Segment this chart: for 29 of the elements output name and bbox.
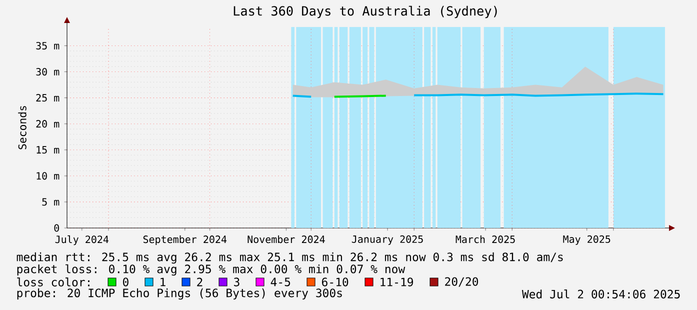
legend-title: loss color: xyxy=(17,278,90,286)
y-tick-label: 5 m xyxy=(42,198,60,206)
x-tick-label: May 2025 xyxy=(563,235,610,245)
legend-label: 1 xyxy=(160,278,166,286)
x-tick-label: January 2025 xyxy=(352,235,423,245)
y-tick-label: 30 m xyxy=(36,68,60,76)
y-tick-label: 15 m xyxy=(36,146,60,154)
x-tick-label: November 2024 xyxy=(248,235,325,244)
legend-label: 2 xyxy=(197,278,202,286)
y-tick-label: 20 m xyxy=(36,120,60,128)
legend-label: 0 xyxy=(123,278,128,286)
text: packet loss: 0.10 % avg 2.95 % max 0.00 % min 0.07 % now xyxy=(17,264,406,276)
legend-label: 20/20 xyxy=(445,277,478,287)
legend-label: 6-10 xyxy=(322,278,348,286)
y-tick-label: 35 m xyxy=(36,42,60,50)
chart-title: Last 360 Days to Australia (Sydney) xyxy=(234,6,497,18)
legend-label: 4-5 xyxy=(270,278,290,286)
y-tick-label: 10 m xyxy=(36,172,60,180)
x-tick-label: March 2025 xyxy=(456,235,515,244)
y-tick-label: 0 xyxy=(54,224,59,232)
y-axis-title: Seconds xyxy=(18,106,26,150)
text: median rtt: 25.5 ms avg 26.2 ms max 25.1 ms min 26.2 ms now 0.3 ms sd 81.0 am/s xyxy=(16,252,563,264)
x-tick-label: July 2024 xyxy=(55,235,109,246)
legend-label: 3 xyxy=(234,278,240,286)
text: probe: 20 ICMP Echo Pings (56 Bytes) every 300s xyxy=(17,288,342,300)
x-tick-label: September 2024 xyxy=(143,235,227,246)
legend-label: 11-19 xyxy=(380,278,414,286)
text: Wed Jul 2 00:54:06 2025 xyxy=(522,290,680,298)
y-tick-label: 25 m xyxy=(36,94,60,102)
